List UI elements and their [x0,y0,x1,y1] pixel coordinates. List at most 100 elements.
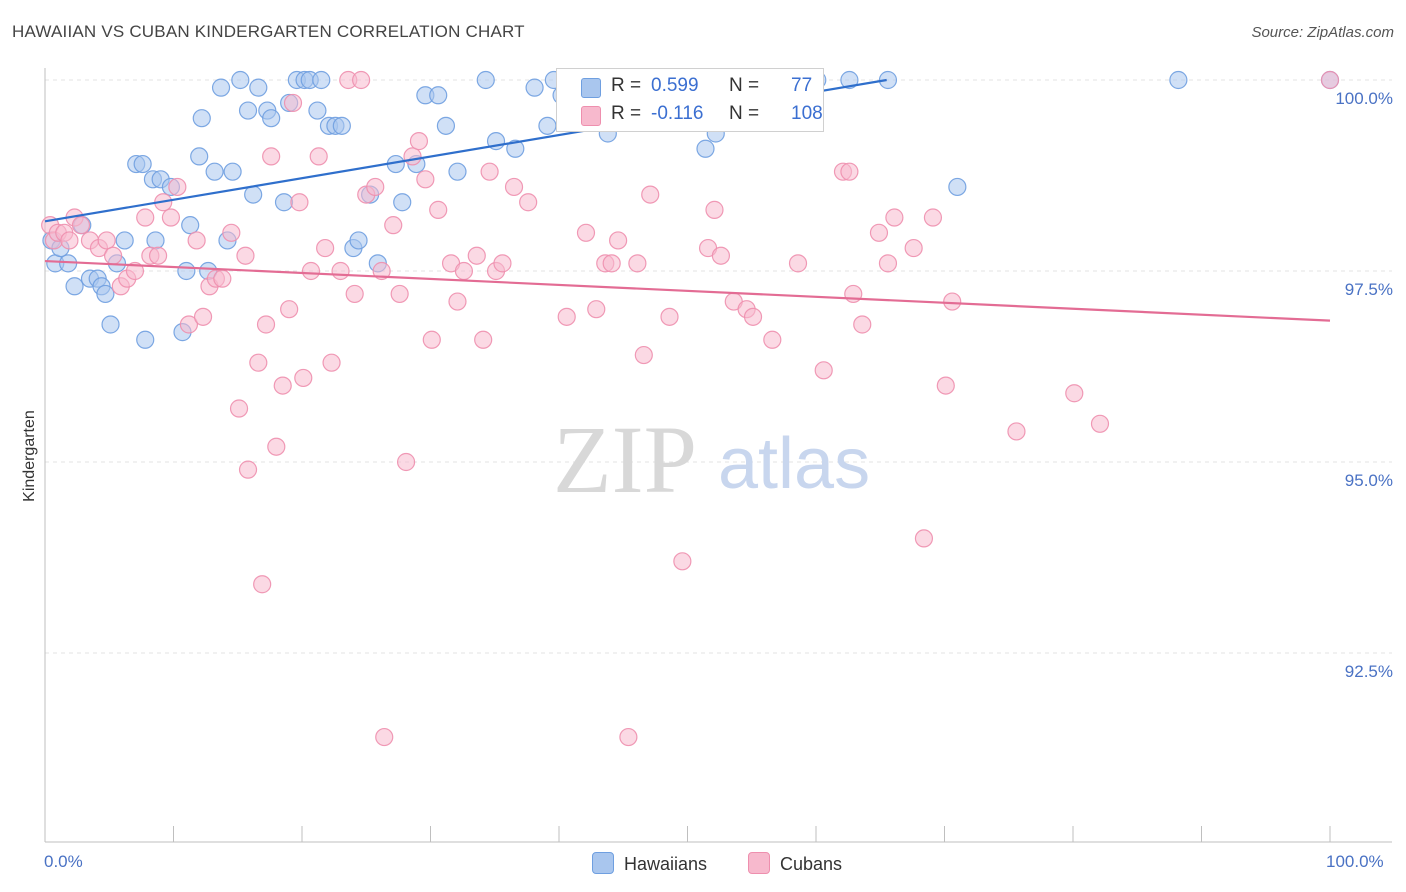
data-point-cubans [372,261,391,281]
data-point-cubans [280,300,299,319]
data-point-cubans [60,231,79,250]
data-point-cubans [641,185,660,204]
data-point-hawaiians [476,70,495,90]
data-point-cubans [97,231,116,250]
data-point-hawaiians [948,177,967,197]
data-point-cubans [474,330,493,349]
legend-r-key: R = [611,75,642,96]
data-point-cubans [322,353,341,372]
data-point-cubans [878,254,898,273]
data-point-hawaiians [696,139,715,158]
data-point-cubans [660,307,679,326]
data-point-cubans [467,246,486,265]
data-point-cubans [923,208,943,227]
data-point-cubans [853,315,872,334]
data-point-cubans [557,307,576,326]
data-point-cubans [743,307,763,326]
legend-r-key: R = [611,103,642,124]
legend-n-key: N = [729,75,760,96]
data-point-hawaiians [101,315,120,334]
data-point-hawaiians [181,216,200,235]
data-point-hawaiians [840,70,859,90]
source-label: Source: ZipAtlas.com [1251,24,1394,41]
data-point-cubans [168,177,187,197]
data-point-hawaiians [525,78,544,97]
data-point-cubans [179,315,199,334]
watermark: ZIP atlas [553,406,870,513]
x-tick-label-min: 0.0% [44,852,83,871]
series-cubans [41,70,1340,747]
data-point-cubans [1320,70,1340,90]
data-point-cubans [814,361,833,380]
data-point-cubans [249,353,268,372]
data-point-cubans [253,575,272,594]
legend-r-value: 0.599 [651,75,699,96]
data-point-cubans [429,200,448,219]
data-point-cubans [403,147,422,166]
data-point-cubans [148,246,168,265]
data-point-hawaiians [205,162,224,181]
data-point-cubans [390,284,409,304]
data-point-cubans [236,246,255,265]
bottom-legend-label: Hawaiians [624,854,708,874]
data-point-cubans [763,330,782,349]
data-point-cubans [619,727,638,747]
data-point-cubans [309,147,328,166]
data-point-hawaiians [115,231,134,250]
data-point-cubans [504,177,524,197]
data-point-cubans [267,437,286,456]
data-point-cubans [290,193,309,212]
data-point-cubans [256,315,276,334]
data-point-cubans [1065,384,1084,403]
x-tick-label-max: 100.0% [1326,852,1384,871]
data-point-cubans [943,292,962,311]
data-point-cubans [493,254,512,273]
data-point-cubans [454,261,474,281]
data-point-hawaiians [429,86,448,105]
data-point-cubans [673,552,692,571]
data-point-cubans [187,231,206,250]
data-point-hawaiians [211,78,231,97]
data-points [41,70,1340,747]
data-point-hawaiians [1169,70,1188,90]
y-tick-label: 92.5% [1345,662,1393,681]
legend-r-value: -0.116 [651,103,704,124]
data-point-cubans [71,216,91,235]
data-point-hawaiians [506,139,525,158]
data-point-cubans [331,261,350,281]
data-point-hawaiians [448,162,467,181]
data-point-hawaiians [231,70,250,90]
data-point-cubans [366,177,385,197]
data-point-cubans [193,307,213,326]
data-point-cubans [316,238,335,258]
data-point-cubans [885,208,904,227]
data-point-hawaiians [878,70,898,90]
data-point-cubans [936,376,955,395]
data-point-cubans [480,162,499,181]
data-point-cubans [634,345,653,365]
data-point-cubans [1090,414,1110,433]
data-point-cubans [840,162,859,181]
legend-swatch-cubans [581,106,601,126]
watermark-atlas: atlas [718,424,870,504]
data-point-cubans [301,261,321,281]
data-point-hawaiians [249,78,268,97]
data-point-cubans [869,223,889,242]
y-tick-label: 100.0% [1335,89,1393,108]
data-point-cubans [904,238,923,258]
data-point-cubans [628,254,647,273]
data-point-hawaiians [136,330,155,349]
data-point-cubans [448,292,467,311]
data-point-hawaiians [436,116,456,135]
data-point-hawaiians [244,185,263,204]
data-point-cubans [384,216,403,235]
y-tick-label: 97.5% [1345,280,1393,299]
data-point-hawaiians [177,261,196,281]
data-point-hawaiians [349,231,368,250]
grid-lines [45,79,1392,654]
data-point-cubans [345,284,364,304]
data-point-cubans [294,368,313,388]
legend-n-key: N = [729,103,760,124]
data-point-cubans [587,300,606,319]
data-point-cubans [222,223,241,242]
